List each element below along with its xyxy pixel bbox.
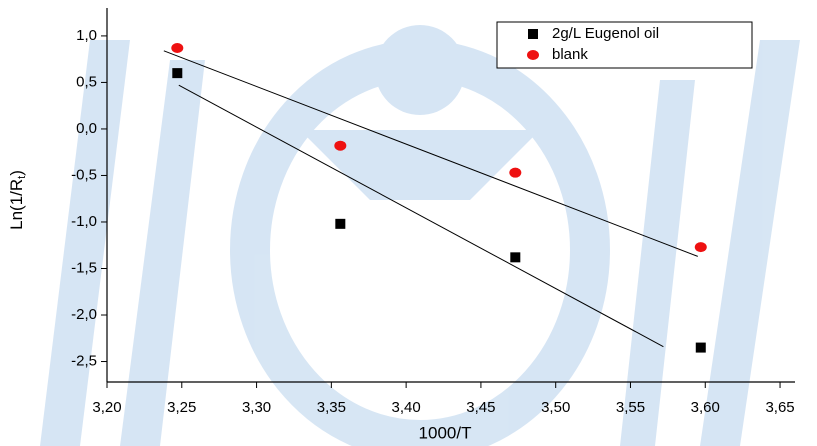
x-tick-label: 3,55: [616, 399, 645, 416]
point: [335, 218, 346, 229]
x-tick-label: 3,60: [691, 399, 720, 416]
x-tick-label: 3,45: [466, 399, 495, 416]
watermark: [40, 25, 800, 446]
x-tick-label: 3,50: [541, 399, 570, 416]
x-tick-label: 3,20: [92, 399, 121, 416]
legend-label: blank: [552, 46, 588, 63]
point: [509, 167, 522, 178]
y-tick-label: -1,0: [71, 213, 97, 230]
x-tick-label: 3,40: [392, 399, 421, 416]
x-tick-label: 3,65: [765, 399, 794, 416]
y-tick-label: -2,0: [71, 306, 97, 323]
x-tick-label: 3,35: [317, 399, 346, 416]
y-label-end: ): [7, 170, 26, 176]
point: [171, 43, 184, 54]
y-tick-label: 0,5: [76, 73, 97, 90]
y-tick-label: 0,0: [76, 120, 97, 137]
x-axis-label: 1000/T: [419, 423, 472, 442]
y-label-main: Ln(1/R: [7, 179, 26, 230]
y-axis-label: Ln(1/Rt): [7, 170, 27, 230]
point: [510, 252, 521, 263]
y-tick-label: -1,5: [71, 259, 97, 276]
y-tick-label: -2,5: [71, 353, 97, 370]
legend-marker: [528, 29, 538, 39]
y-label-sub: t: [16, 176, 28, 179]
fit-line: [163, 50, 698, 257]
y-tick-label: 1,0: [76, 27, 97, 44]
legend-marker: [527, 50, 539, 60]
legend-label: 2g/L Eugenol oil: [552, 25, 659, 42]
x-tick-label: 3,30: [242, 399, 271, 416]
legend-box: [496, 21, 753, 69]
point: [172, 68, 183, 79]
fit-line: [178, 84, 664, 348]
point: [334, 140, 347, 151]
x-tick-label: 3,25: [167, 399, 196, 416]
y-tick-label: -0,5: [71, 166, 97, 183]
point: [694, 242, 707, 253]
point: [695, 342, 706, 353]
